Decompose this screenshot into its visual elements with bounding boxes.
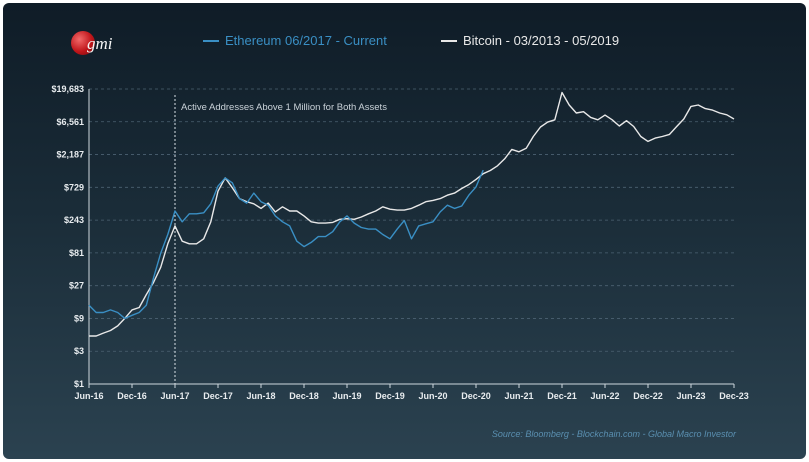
annotation-text: Active Addresses Above 1 Million for Bot…: [181, 102, 387, 113]
x-tick-label: Dec-17: [203, 391, 233, 401]
x-tick-label: Dec-21: [547, 391, 577, 401]
x-tick-label: Dec-23: [719, 391, 749, 401]
x-tick-label: Jun-18: [246, 391, 275, 401]
line-chart: $1 $3 $9 $27 $81 $243 $729 $2,187 $6,561 $19,683 J…: [51, 84, 749, 401]
chart-frame: gmi Ethereum 06/2017 - Current Bitcoin -…: [3, 3, 806, 459]
logo-globe-icon: [71, 31, 95, 55]
series-line-ethereum: [88, 169, 484, 320]
y-tick-label: $27: [69, 281, 84, 291]
legend-item-bitcoin: Bitcoin - 03/2013 - 05/2019: [441, 33, 619, 48]
x-tick-label: Dec-20: [461, 391, 491, 401]
legend-label-bitcoin: Bitcoin - 03/2013 - 05/2019: [463, 33, 620, 48]
gmi-logo: gmi: [71, 31, 131, 57]
y-tick-label: $3: [74, 346, 84, 356]
x-tick-label: Jun-19: [332, 391, 361, 401]
y-tick-label: $9: [74, 313, 84, 323]
legend-swatch-bitcoin: [441, 39, 457, 42]
x-tick-label: Jun-16: [74, 391, 103, 401]
y-tick-label: $81: [69, 248, 84, 258]
x-tick-label: Dec-19: [375, 391, 405, 401]
x-tick-label: Jun-22: [590, 391, 619, 401]
y-tick-label: $6,561: [56, 117, 84, 127]
legend-label-ethereum: Ethereum 06/2017 - Current: [225, 33, 387, 48]
y-tick-label: $243: [64, 215, 84, 225]
series-line-bitcoin: [89, 91, 735, 337]
x-tick-label: Jun-20: [418, 391, 447, 401]
y-tick-label: $19,683: [51, 84, 84, 94]
x-tick-label: Dec-16: [117, 391, 147, 401]
source-note: Source: Bloomberg - Blockchain.com - Glo…: [491, 429, 736, 439]
x-tick-label: Jun-21: [504, 391, 533, 401]
x-tick-label: Dec-22: [633, 391, 663, 401]
y-tick-label: $1: [74, 379, 84, 389]
y-tick-label: $2,187: [56, 150, 84, 160]
x-tick-label: Dec-18: [289, 391, 319, 401]
legend-item-ethereum: Ethereum 06/2017 - Current: [203, 33, 387, 48]
legend-swatch-ethereum: [203, 39, 219, 42]
y-tick-label: $729: [64, 182, 84, 192]
x-tick-label: Jun-17: [160, 391, 189, 401]
x-tick-label: Jun-23: [676, 391, 705, 401]
logo-text: gmi: [87, 34, 113, 53]
